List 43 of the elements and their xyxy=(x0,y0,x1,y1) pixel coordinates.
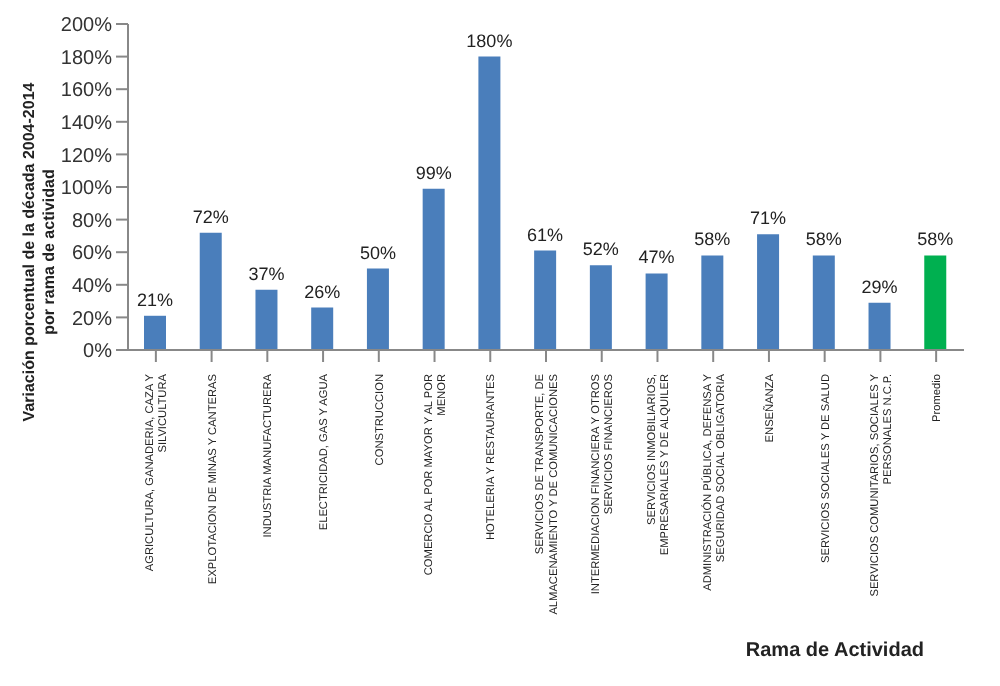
bar xyxy=(812,255,835,350)
y-tick-label: 0% xyxy=(83,341,113,364)
bar xyxy=(144,315,166,350)
bar xyxy=(701,255,724,350)
data-label: 21% xyxy=(136,289,174,310)
data-label: 61% xyxy=(527,224,564,245)
bar xyxy=(645,273,668,350)
data-label: 52% xyxy=(582,239,619,260)
data-label: 58% xyxy=(917,229,954,250)
data-label: 58% xyxy=(805,229,842,250)
y-tick-label: 200% xyxy=(60,15,113,38)
y-tick-label: 140% xyxy=(60,112,113,135)
data-label: 50% xyxy=(359,242,396,263)
bar xyxy=(478,56,501,350)
bar xyxy=(255,289,278,350)
data-label: 47% xyxy=(638,247,675,268)
data-label: 29% xyxy=(861,276,898,297)
data-label: 99% xyxy=(415,162,452,183)
bar xyxy=(422,188,445,350)
bar xyxy=(589,265,612,350)
bar xyxy=(366,268,389,350)
bar xyxy=(199,232,222,350)
bar xyxy=(924,255,947,350)
bar xyxy=(534,250,557,350)
y-tick-label: 100% xyxy=(60,178,113,201)
y-tick-label: 160% xyxy=(60,80,113,103)
bar xyxy=(311,307,334,350)
x-axis-title: Rama de Actividad xyxy=(745,640,924,662)
data-label: 26% xyxy=(304,281,341,302)
data-label: 72% xyxy=(192,206,229,227)
bar xyxy=(757,234,780,350)
data-label: 180% xyxy=(466,30,513,51)
y-tick-label: 60% xyxy=(71,243,113,266)
bar xyxy=(868,302,891,350)
y-axis-title: Variación porcentual de la década 2004-2014 por rama de actividad xyxy=(20,81,58,422)
y-tick-label: 80% xyxy=(71,210,113,233)
data-label: 71% xyxy=(750,208,787,229)
y-tick-label: 40% xyxy=(71,275,113,298)
data-label: 58% xyxy=(694,229,731,250)
y-tick-label: 180% xyxy=(60,47,113,70)
y-tick-label: 120% xyxy=(60,145,113,168)
y-tick-label: 20% xyxy=(71,308,113,331)
data-label: 37% xyxy=(248,263,285,284)
